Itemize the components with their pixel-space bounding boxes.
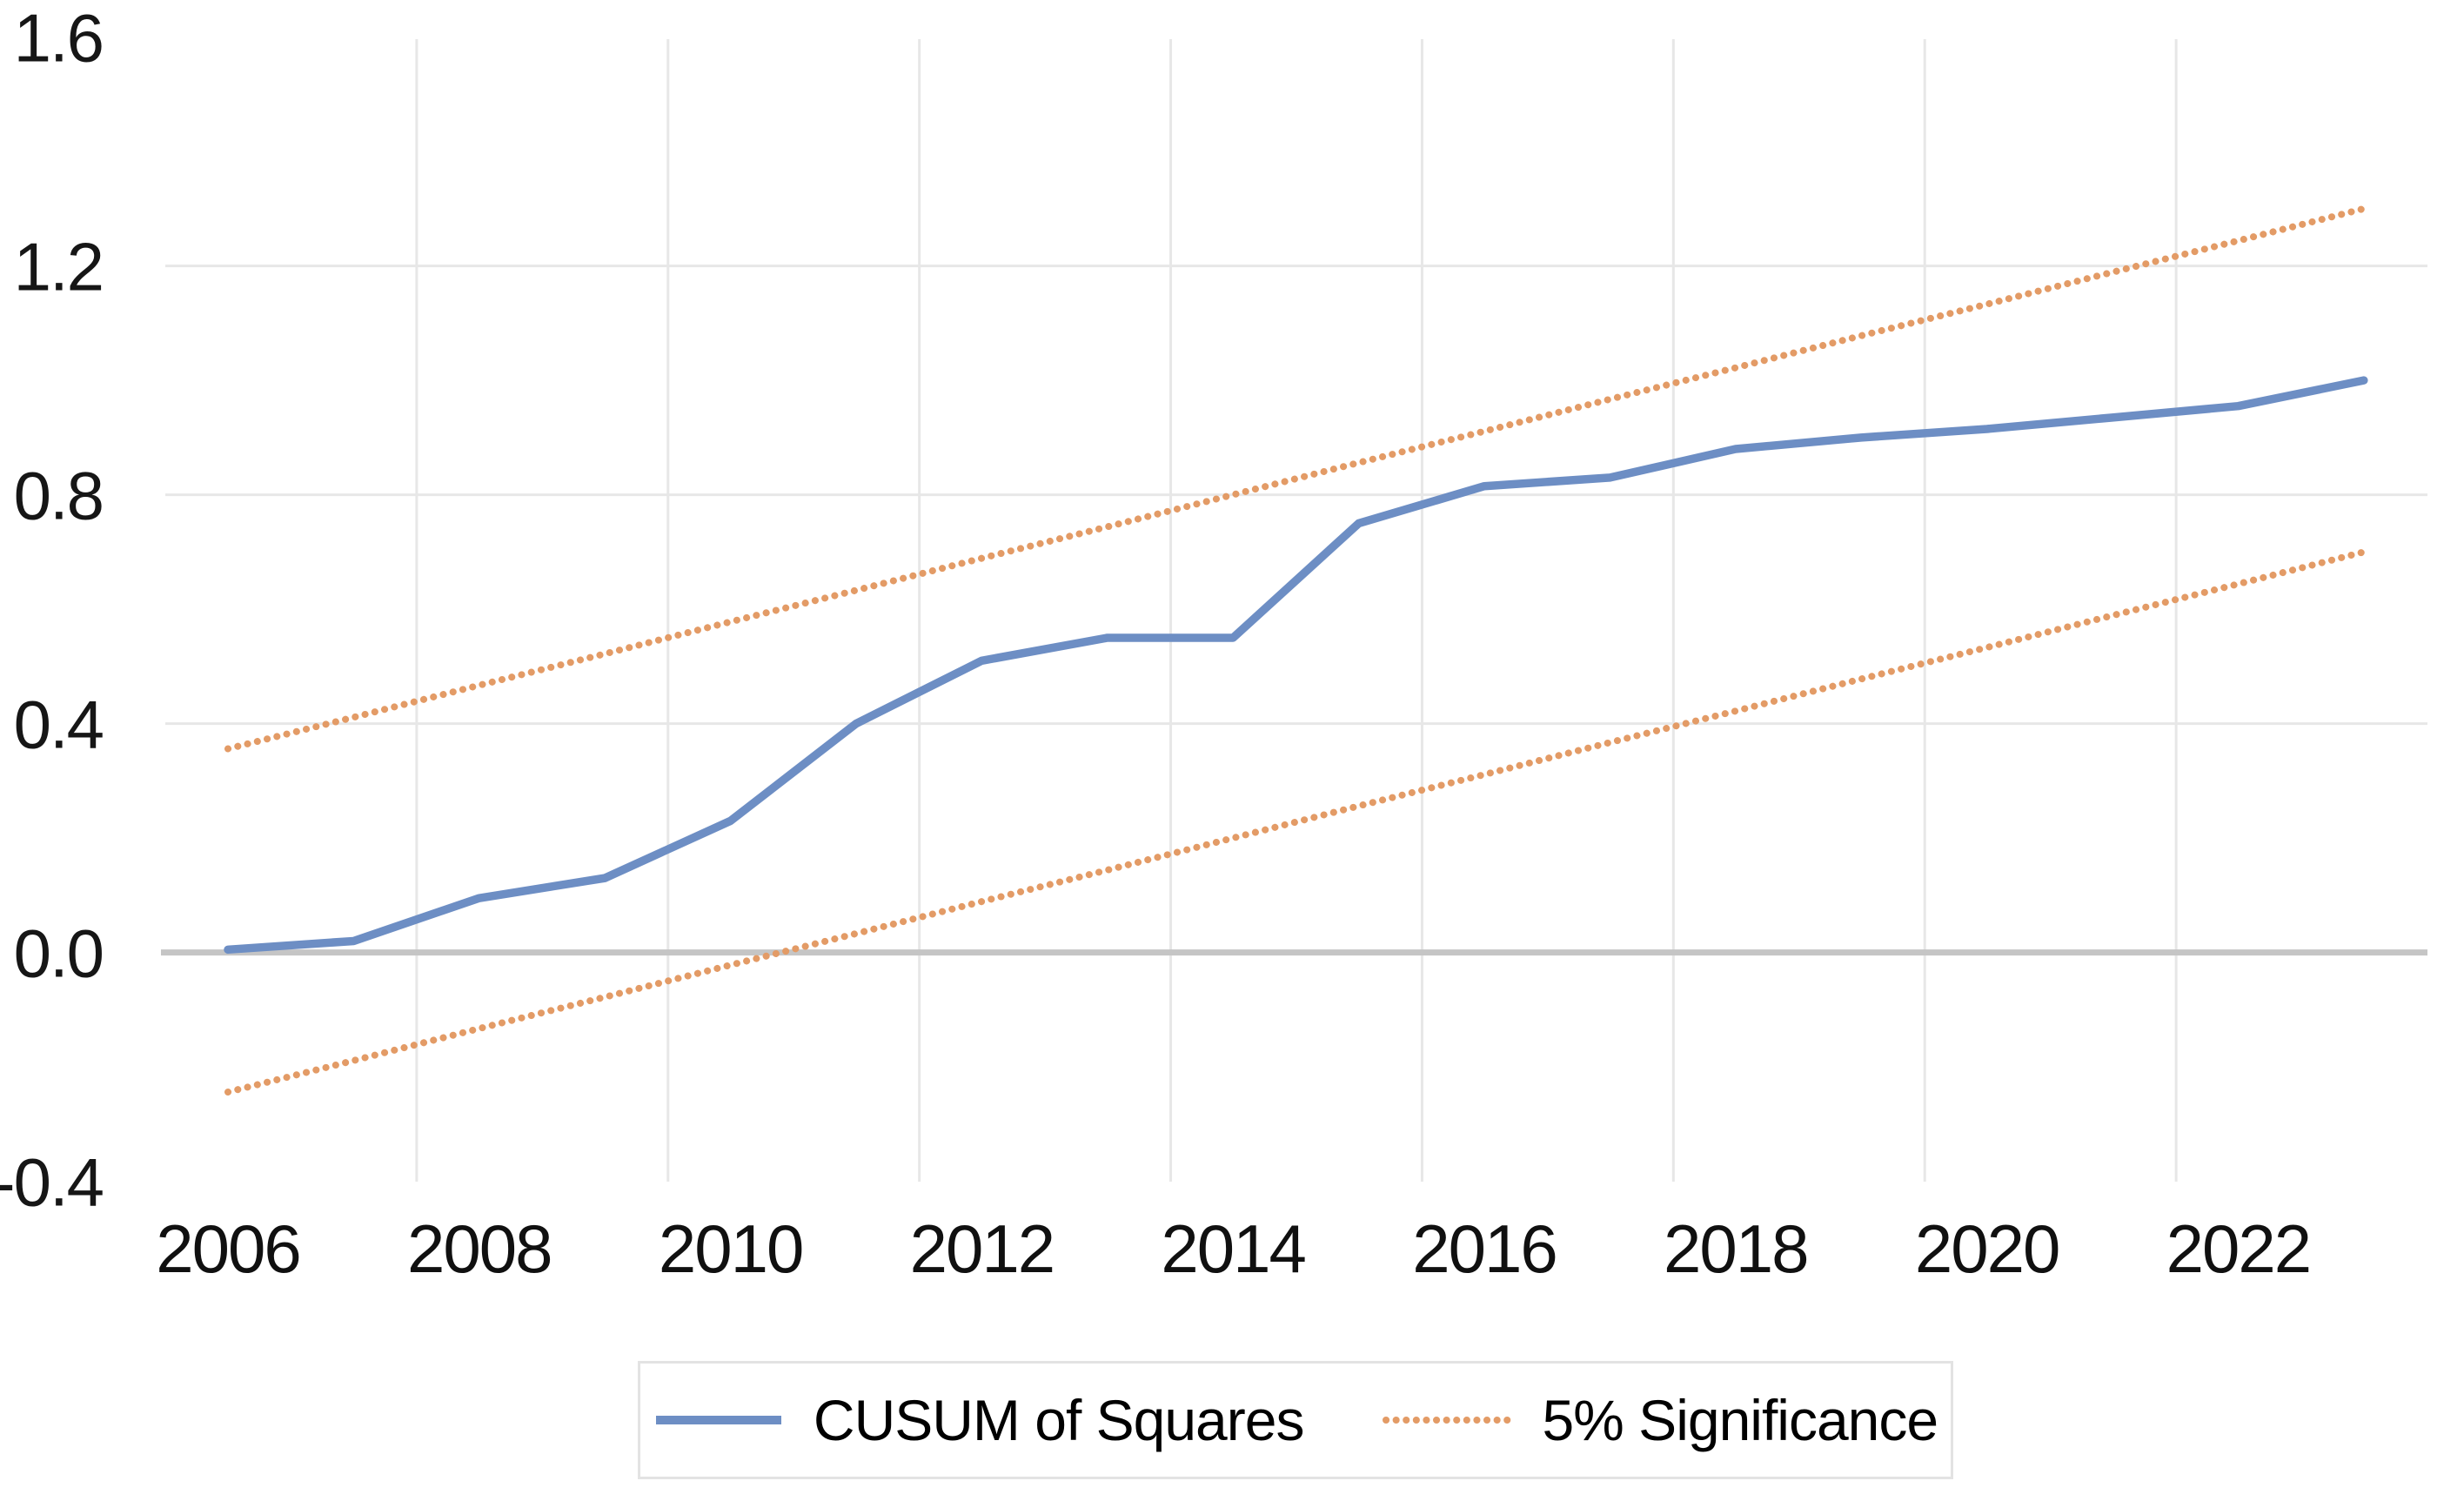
x-tick-label: 2008 — [407, 1210, 552, 1287]
x-tick-label: 2016 — [1412, 1210, 1557, 1287]
y-tick-label: 0.4 — [14, 687, 104, 763]
y-tick-label: 1.2 — [14, 229, 103, 305]
x-tick-label: 2012 — [910, 1210, 1055, 1287]
legend-label-cusum: CUSUM of Squares — [813, 1388, 1305, 1452]
legend-item-cusum: CUSUM of Squares — [653, 1387, 1304, 1453]
significance-upper-line — [224, 204, 2367, 753]
significance-lower-line — [224, 548, 2367, 1096]
legend: CUSUM of Squares 5% Significance — [638, 1361, 1953, 1479]
x-tick-label: 2020 — [1915, 1210, 2059, 1287]
x-axis-tick-labels: 2006 2008 2010 2012 2014 2016 2018 2020 2022 — [156, 1210, 2312, 1287]
cusum-line-swatch-icon — [655, 1416, 781, 1424]
y-tick-label: 0.0 — [14, 915, 103, 992]
x-tick-label: 2014 — [1161, 1210, 1305, 1287]
cusum-of-squares-line — [224, 376, 2368, 955]
series-lines — [224, 204, 2368, 1096]
horizontal-gridlines — [165, 265, 2427, 726]
x-tick-label: 2006 — [156, 1210, 300, 1287]
significance-line-swatch-icon — [1383, 1417, 1512, 1424]
y-tick-label: 0.8 — [14, 458, 103, 534]
vertical-gridlines — [415, 39, 2178, 1182]
y-axis-tick-labels: 1.6 1.2 0.8 0.4 0.0 -0.4 — [0, 0, 105, 1221]
legend-label-significance: 5% Significance — [1542, 1388, 1938, 1452]
x-tick-label: 2010 — [659, 1210, 803, 1287]
y-tick-label: -0.4 — [0, 1144, 104, 1221]
y-tick-label: 1.6 — [14, 0, 103, 77]
legend-item-significance: 5% Significance — [1382, 1387, 1938, 1453]
x-tick-label: 2022 — [2166, 1210, 2311, 1287]
x-tick-label: 2018 — [1664, 1210, 1808, 1287]
cusum-squares-chart: 1.6 1.2 0.8 0.4 0.0 -0.4 2006 2008 2010 2012 2014… — [0, 0, 2427, 1287]
